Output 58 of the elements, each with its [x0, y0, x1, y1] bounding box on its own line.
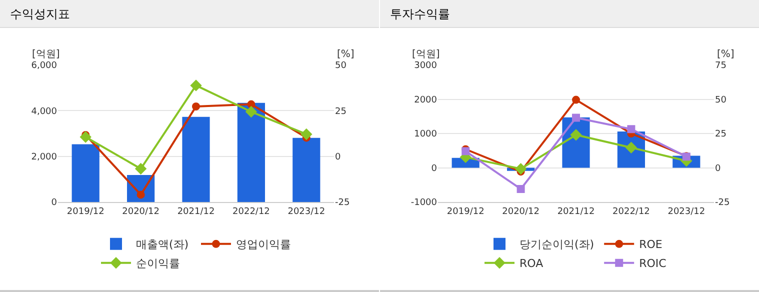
- y-tick-label: 0: [431, 164, 438, 174]
- x-tick-label: 2021/12: [177, 206, 215, 217]
- x-tick-label: 2021/12: [557, 206, 595, 217]
- y2-tick-label: 0: [335, 152, 341, 162]
- y-axis-title: [억원]: [412, 49, 440, 60]
- y2-axis-title: [%]: [337, 49, 354, 60]
- bar: [237, 102, 265, 202]
- y2-tick-label: 0: [715, 164, 721, 174]
- chart-title: 수익성지표: [0, 0, 379, 28]
- x-tick-label: 2022/12: [612, 206, 650, 217]
- point: [572, 96, 580, 104]
- point: [192, 102, 200, 110]
- point: [300, 128, 312, 140]
- x-tick-label: 2023/12: [668, 206, 706, 217]
- x-tick-label: 2020/12: [502, 206, 540, 217]
- point: [190, 80, 202, 92]
- y2-tick-label: 25: [335, 106, 346, 117]
- y2-tick-label: 75: [715, 61, 726, 72]
- y2-tick-label: 50: [335, 61, 347, 72]
- bar: [72, 144, 100, 202]
- y-tick-label: 4,000: [31, 106, 58, 117]
- point: [136, 190, 145, 199]
- point: [572, 114, 580, 122]
- x-tick-label: 2023/12: [288, 206, 326, 217]
- point: [245, 106, 258, 118]
- x-tick-label: 2022/12: [232, 206, 270, 217]
- legend-label: 매출액(좌): [136, 238, 189, 252]
- y-axis-title: [억원]: [32, 49, 60, 60]
- legend-label: 당기순이익(좌): [520, 238, 594, 252]
- legend-label: ROA: [520, 257, 544, 270]
- y-tick-label: 2000: [414, 95, 438, 106]
- point: [627, 125, 636, 134]
- point: [570, 129, 582, 141]
- y2-axis-title: [%]: [717, 49, 734, 60]
- y-tick-label: 6,000: [31, 61, 58, 72]
- point: [514, 163, 527, 175]
- bar: [182, 116, 210, 202]
- y2-tick-label: -25: [335, 198, 350, 208]
- legend-label: ROE: [639, 238, 662, 252]
- point: [80, 131, 92, 143]
- legend-label: 영업이익률: [236, 238, 291, 252]
- y-tick-label: 2,000: [31, 152, 58, 162]
- y2-tick-label: 50: [715, 95, 727, 106]
- x-tick-label: 2019/12: [446, 206, 484, 217]
- point: [134, 162, 147, 175]
- y2-tick-label: -25: [715, 198, 730, 208]
- y-tick-label: 1000: [414, 130, 438, 140]
- x-tick-label: 2020/12: [122, 206, 160, 217]
- bar: [292, 138, 320, 202]
- point: [516, 184, 525, 193]
- legend-label: 순이익률: [136, 257, 180, 270]
- y2-tick-label: 25: [715, 130, 726, 140]
- y-tick-label: 3000: [414, 61, 438, 72]
- y-tick-label: 0: [51, 198, 58, 208]
- legend-label: ROIC: [639, 257, 667, 270]
- x-tick-label: 2019/12: [66, 206, 104, 217]
- chart-title: 투자수익률: [380, 0, 759, 28]
- y-tick-label: -1000: [410, 198, 438, 208]
